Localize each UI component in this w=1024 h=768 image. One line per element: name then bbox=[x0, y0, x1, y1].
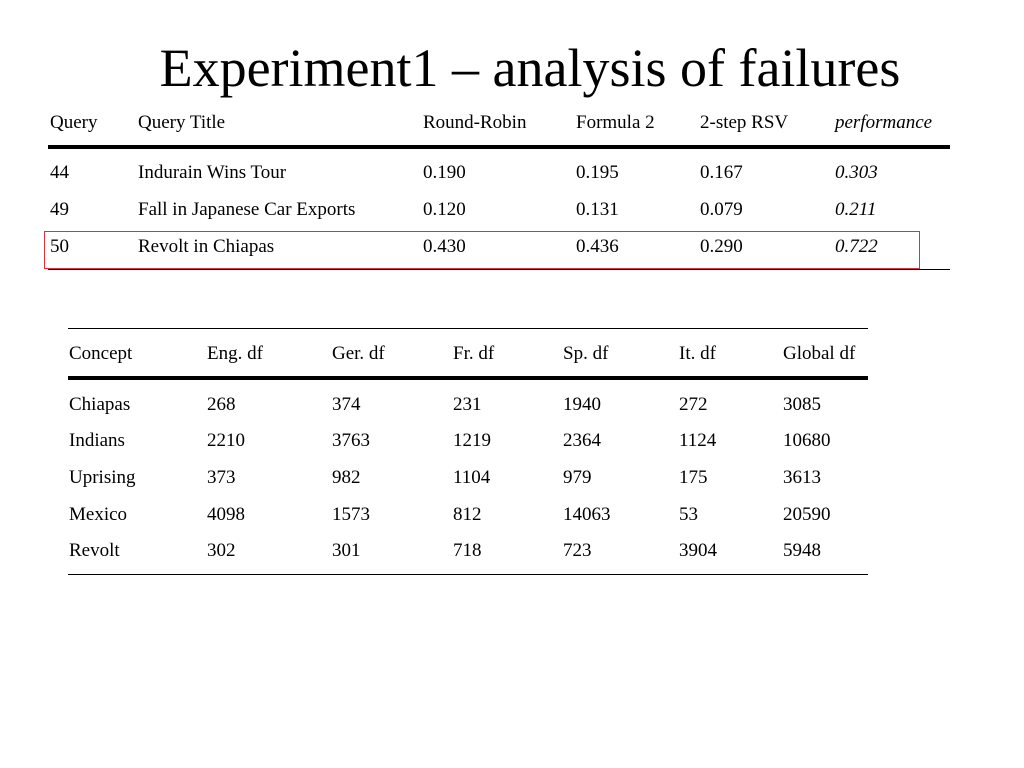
table-cell: 0.303 bbox=[835, 162, 878, 183]
table-cell: 723 bbox=[563, 540, 592, 561]
table-cell: 0.120 bbox=[423, 199, 466, 220]
table-cell: 373 bbox=[207, 467, 236, 488]
header-rule bbox=[68, 376, 868, 380]
header-cell: Concept bbox=[69, 343, 133, 364]
header-cell: Global df bbox=[783, 343, 856, 364]
bottom-rule bbox=[68, 574, 868, 575]
table-cell: 812 bbox=[453, 504, 482, 525]
table-row: Revolt 302 301 718 723 3904 5948 bbox=[68, 536, 868, 566]
header-cell: Round-Robin bbox=[423, 112, 527, 133]
table-cell: 49 bbox=[50, 199, 69, 220]
slide-title: Experiment1 – analysis of failures bbox=[159, 38, 901, 98]
table-cell: 5948 bbox=[783, 540, 821, 561]
table-cell: 979 bbox=[563, 467, 592, 488]
row-highlight-box bbox=[44, 231, 920, 269]
table-cell: Revolt bbox=[69, 540, 120, 561]
table-cell: 14063 bbox=[563, 504, 611, 525]
bottom-rule bbox=[48, 269, 950, 270]
table-cell: 1940 bbox=[563, 394, 601, 415]
header-cell: Ger. df bbox=[332, 343, 385, 364]
table-cell: Indians bbox=[69, 430, 125, 451]
table-cell: 3904 bbox=[679, 540, 717, 561]
table-cell: 2364 bbox=[563, 430, 601, 451]
table-cell: 0.211 bbox=[835, 199, 877, 220]
table-cell: 718 bbox=[453, 540, 482, 561]
table-cell: 0.430 bbox=[423, 236, 466, 257]
table-cell: 2210 bbox=[207, 430, 245, 451]
table-cell: Indurain Wins Tour bbox=[138, 162, 287, 183]
table-cell: 0.436 bbox=[576, 236, 619, 257]
table-cell: 20590 bbox=[783, 504, 831, 525]
table-row: 49 Fall in Japanese Car Exports 0.120 0.… bbox=[48, 195, 950, 225]
table-row: Mexico 4098 1573 812 14063 53 20590 bbox=[68, 500, 868, 530]
table-cell: 0.079 bbox=[700, 199, 743, 220]
table-cell: 982 bbox=[332, 467, 361, 488]
table-row: Indians 2210 3763 1219 2364 1124 10680 bbox=[68, 426, 868, 456]
header-cell: Eng. df bbox=[207, 343, 263, 364]
table-cell: 44 bbox=[50, 162, 69, 183]
table-cell: 175 bbox=[679, 467, 708, 488]
table-cell: Revolt in Chiapas bbox=[138, 236, 275, 257]
table-cell: 302 bbox=[207, 540, 236, 561]
table-cell: 0.167 bbox=[700, 162, 743, 183]
table-row: Uprising 373 982 1104 979 175 3613 bbox=[68, 463, 868, 493]
table-cell: 374 bbox=[332, 394, 361, 415]
header-cell: It. df bbox=[679, 343, 716, 364]
table-cell: 0.290 bbox=[700, 236, 743, 257]
table-cell: 301 bbox=[332, 540, 361, 561]
concepts-table: Concept Eng. df Ger. df Fr. df Sp. df It… bbox=[68, 325, 868, 580]
table-cell: 1573 bbox=[332, 504, 370, 525]
table-row: Chiapas 268 374 231 1940 272 3085 bbox=[68, 390, 868, 420]
table-cell: Chiapas bbox=[69, 394, 131, 415]
table-cell: 272 bbox=[679, 394, 708, 415]
header-cell: performance bbox=[835, 112, 933, 133]
table-cell: 10680 bbox=[783, 430, 831, 451]
table-cell: 50 bbox=[50, 236, 69, 257]
header-cell: Query Title bbox=[138, 112, 226, 133]
table-cell: 3085 bbox=[783, 394, 821, 415]
table-cell: 268 bbox=[207, 394, 236, 415]
table-cell: 4098 bbox=[207, 504, 245, 525]
table-cell: 3763 bbox=[332, 430, 370, 451]
table-cell: 3613 bbox=[783, 467, 821, 488]
header-cell: Fr. df bbox=[453, 343, 495, 364]
table-cell: 1124 bbox=[679, 430, 717, 451]
table-cell: 53 bbox=[679, 504, 698, 525]
table-cell: 0.190 bbox=[423, 162, 466, 183]
header-cell: 2-step RSV bbox=[700, 112, 789, 133]
header-cell: Formula 2 bbox=[576, 112, 655, 133]
table-cell: 231 bbox=[453, 394, 482, 415]
table-cell: Uprising bbox=[69, 467, 136, 488]
header-cell: Query bbox=[50, 112, 98, 133]
header-cell: Sp. df bbox=[563, 343, 609, 364]
table-row: 44 Indurain Wins Tour 0.190 0.195 0.167 … bbox=[48, 158, 950, 188]
table-cell: 1104 bbox=[453, 467, 491, 488]
table-header-row: Query Query Title Round-Robin Formula 2 … bbox=[48, 108, 950, 138]
table-cell: Fall in Japanese Car Exports bbox=[138, 199, 356, 220]
table-cell: 0.722 bbox=[835, 236, 878, 257]
table-row-highlighted: 50 Revolt in Chiapas 0.430 0.436 0.290 0… bbox=[48, 232, 950, 262]
table-cell: 0.195 bbox=[576, 162, 619, 183]
top-rule bbox=[68, 328, 868, 329]
table-cell: 0.131 bbox=[576, 199, 619, 220]
table-header-row: Concept Eng. df Ger. df Fr. df Sp. df It… bbox=[68, 339, 868, 369]
table-cell: Mexico bbox=[69, 504, 128, 525]
table-cell: 1219 bbox=[453, 430, 491, 451]
header-rule bbox=[48, 145, 950, 149]
queries-table: Query Query Title Round-Robin Formula 2 … bbox=[44, 108, 950, 273]
